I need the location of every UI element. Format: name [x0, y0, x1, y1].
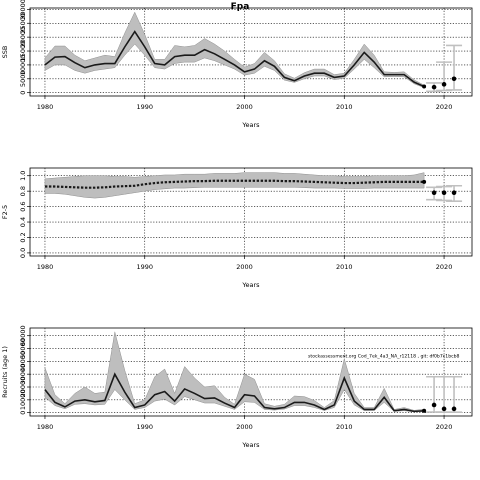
y-tick-label: 10000: [19, 389, 27, 410]
plot-frame: [29, 327, 473, 417]
x-tick-label: 1990: [136, 423, 153, 431]
figure-title: Fpa: [231, 2, 250, 12]
y-tick-label: 10000: [19, 55, 27, 76]
projection-point: [441, 406, 447, 412]
estimate-line: [44, 372, 425, 413]
y-tick-label: 0.6: [19, 201, 27, 211]
fbar-panel: 1980 1990 2000 2010 2020 0.0 0.2 0.4 0.6 0.8 1.0 Ye…: [1, 167, 473, 289]
y-tick-label: 0: [19, 411, 27, 415]
x-tick-label: 1990: [136, 103, 153, 111]
x-tick-label: 2010: [336, 423, 353, 431]
projection-point: [441, 190, 447, 196]
x-tick-label: 2000: [236, 423, 253, 431]
x-tick-label: 2010: [336, 263, 353, 271]
y-tick-label: 0.2: [19, 232, 27, 242]
last-estimate-point: [422, 84, 427, 89]
last-estimate-point: [422, 179, 427, 184]
y-tick-label: 0.4: [19, 217, 27, 227]
projection-point: [451, 406, 457, 412]
estimate-line: [44, 179, 425, 189]
ssb-panel: 1980 1990 2000 2010 2020 0 5000100001500020000…: [1, 0, 473, 129]
x-axis-label: Years: [241, 121, 260, 129]
projection-point: [431, 402, 437, 408]
y-tick-label: 40000: [19, 351, 27, 372]
estimate-line: [44, 30, 425, 88]
y-tick-label: 5000: [19, 71, 27, 88]
x-tick-label: 2020: [436, 263, 453, 271]
y-axis-label: F2-5: [1, 205, 9, 219]
x-tick-label: 2020: [436, 423, 453, 431]
confidence-band: [44, 172, 425, 199]
last-estimate-point: [422, 408, 427, 413]
watermark-text: stockassessment.org Cod_7ek_4a3_NA_r1211…: [308, 354, 460, 360]
projection-point: [441, 82, 447, 87]
x-tick-label: 1980: [37, 423, 54, 431]
y-tick-label: 30000: [19, 364, 27, 385]
y-tick-label: 20000: [19, 377, 27, 398]
projection-point: [431, 190, 437, 196]
y-tick-label: 50000: [19, 338, 27, 359]
y-axis-label: SSB: [1, 46, 9, 59]
y-tick-label: 0.8: [19, 186, 27, 196]
x-tick-label: 2000: [236, 263, 253, 271]
y-axis-label: Recruits (age 1): [1, 346, 9, 398]
x-axis-label: Years: [241, 281, 260, 289]
plot-frame: [29, 167, 473, 257]
projection-point: [451, 76, 457, 82]
projection-point: [431, 84, 437, 90]
y-tick-label: 20000: [19, 27, 27, 48]
plot-frame: [29, 7, 473, 97]
y-tick-label: 25000: [19, 13, 27, 34]
y-tick-label: 1.0: [19, 171, 27, 181]
recruits-panel: 1980 1990 2000 2010 2020 01000020000300004000…: [1, 325, 473, 449]
y-tick-label: 60000: [19, 325, 27, 346]
x-tick-label: 2000: [236, 103, 253, 111]
y-tick-label: 0.0: [19, 248, 27, 258]
y-tick-label: 30000: [19, 0, 27, 20]
y-tick-label: 0: [19, 91, 27, 95]
y-tick-label: 15000: [19, 41, 27, 62]
x-tick-label: 1990: [136, 263, 153, 271]
projection-point: [451, 190, 457, 196]
x-tick-label: 1980: [37, 103, 54, 111]
x-tick-label: 2020: [436, 103, 453, 111]
x-axis-label: Years: [241, 441, 260, 449]
x-tick-label: 1980: [37, 263, 54, 271]
x-tick-label: 2010: [336, 103, 353, 111]
